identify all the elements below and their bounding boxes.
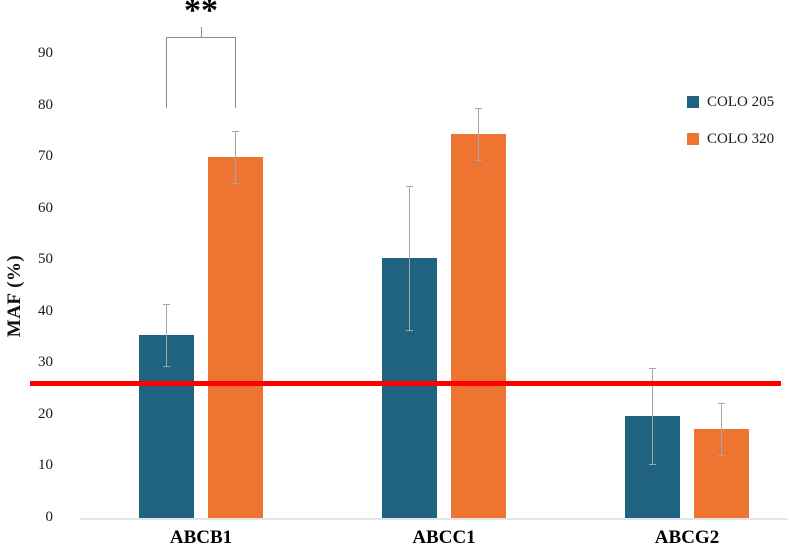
error-bar-cap-bottom xyxy=(718,454,725,456)
error-bar xyxy=(235,131,236,183)
y-tick-label: 40 xyxy=(38,302,53,319)
error-bar-cap-top xyxy=(718,403,725,405)
error-bar-cap-bottom xyxy=(163,365,170,367)
error-bar-cap-top xyxy=(232,131,239,133)
error-bar xyxy=(478,108,479,160)
significance-bracket-left-leg xyxy=(166,37,167,109)
y-tick-label: 80 xyxy=(38,96,53,113)
error-bar-cap-bottom xyxy=(649,463,656,465)
significance-bracket-top xyxy=(166,37,236,39)
legend-item-colo320: COLO 320 xyxy=(687,129,774,149)
y-tick-label: 90 xyxy=(38,45,53,62)
error-bar xyxy=(652,367,653,464)
error-bar-cap-top xyxy=(406,185,413,187)
legend-label-colo205: COLO 205 xyxy=(707,93,775,110)
error-bar xyxy=(409,185,410,330)
bar-abcc1-colo320 xyxy=(451,133,506,518)
error-bar-cap-top xyxy=(475,108,482,110)
error-bar-cap-bottom xyxy=(232,182,239,184)
error-bar-cap-bottom xyxy=(406,329,413,331)
category-label-abcc1: ABCC1 xyxy=(412,527,476,548)
y-tick-label: 50 xyxy=(38,251,53,268)
significance-bracket-right-leg xyxy=(235,37,236,109)
reference-line xyxy=(30,381,781,387)
x-axis-line xyxy=(80,518,788,520)
y-tick-label: 70 xyxy=(38,148,53,165)
bar-abcb1-colo320 xyxy=(208,157,263,518)
legend-swatch-colo205-icon xyxy=(687,96,699,108)
category-label-abcg2: ABCG2 xyxy=(654,527,720,548)
legend-swatch-colo320-icon xyxy=(687,133,699,145)
legend: COLO 205 COLO 320 xyxy=(687,92,774,166)
y-tick-label: 30 xyxy=(38,354,53,371)
y-tick-label: 0 xyxy=(45,509,54,525)
error-bar xyxy=(721,403,722,455)
legend-item-colo205: COLO 205 xyxy=(687,92,774,112)
legend-label-colo320: COLO 320 xyxy=(707,130,775,147)
error-bar-cap-bottom xyxy=(475,159,482,161)
error-bar-cap-top xyxy=(163,304,170,306)
y-tick-label: 20 xyxy=(38,405,53,422)
category-label-abcb1: ABCB1 xyxy=(169,527,233,548)
error-bar-cap-top xyxy=(649,367,656,369)
significance-bracket-center-tick xyxy=(200,27,202,38)
y-tick-label: 10 xyxy=(38,457,53,474)
y-tick-label: 60 xyxy=(38,199,53,216)
significance-label: ** xyxy=(184,0,218,29)
error-bar xyxy=(166,304,167,366)
